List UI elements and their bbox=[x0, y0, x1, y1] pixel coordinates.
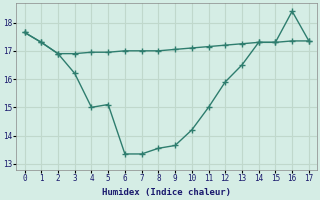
X-axis label: Humidex (Indice chaleur): Humidex (Indice chaleur) bbox=[102, 188, 231, 197]
